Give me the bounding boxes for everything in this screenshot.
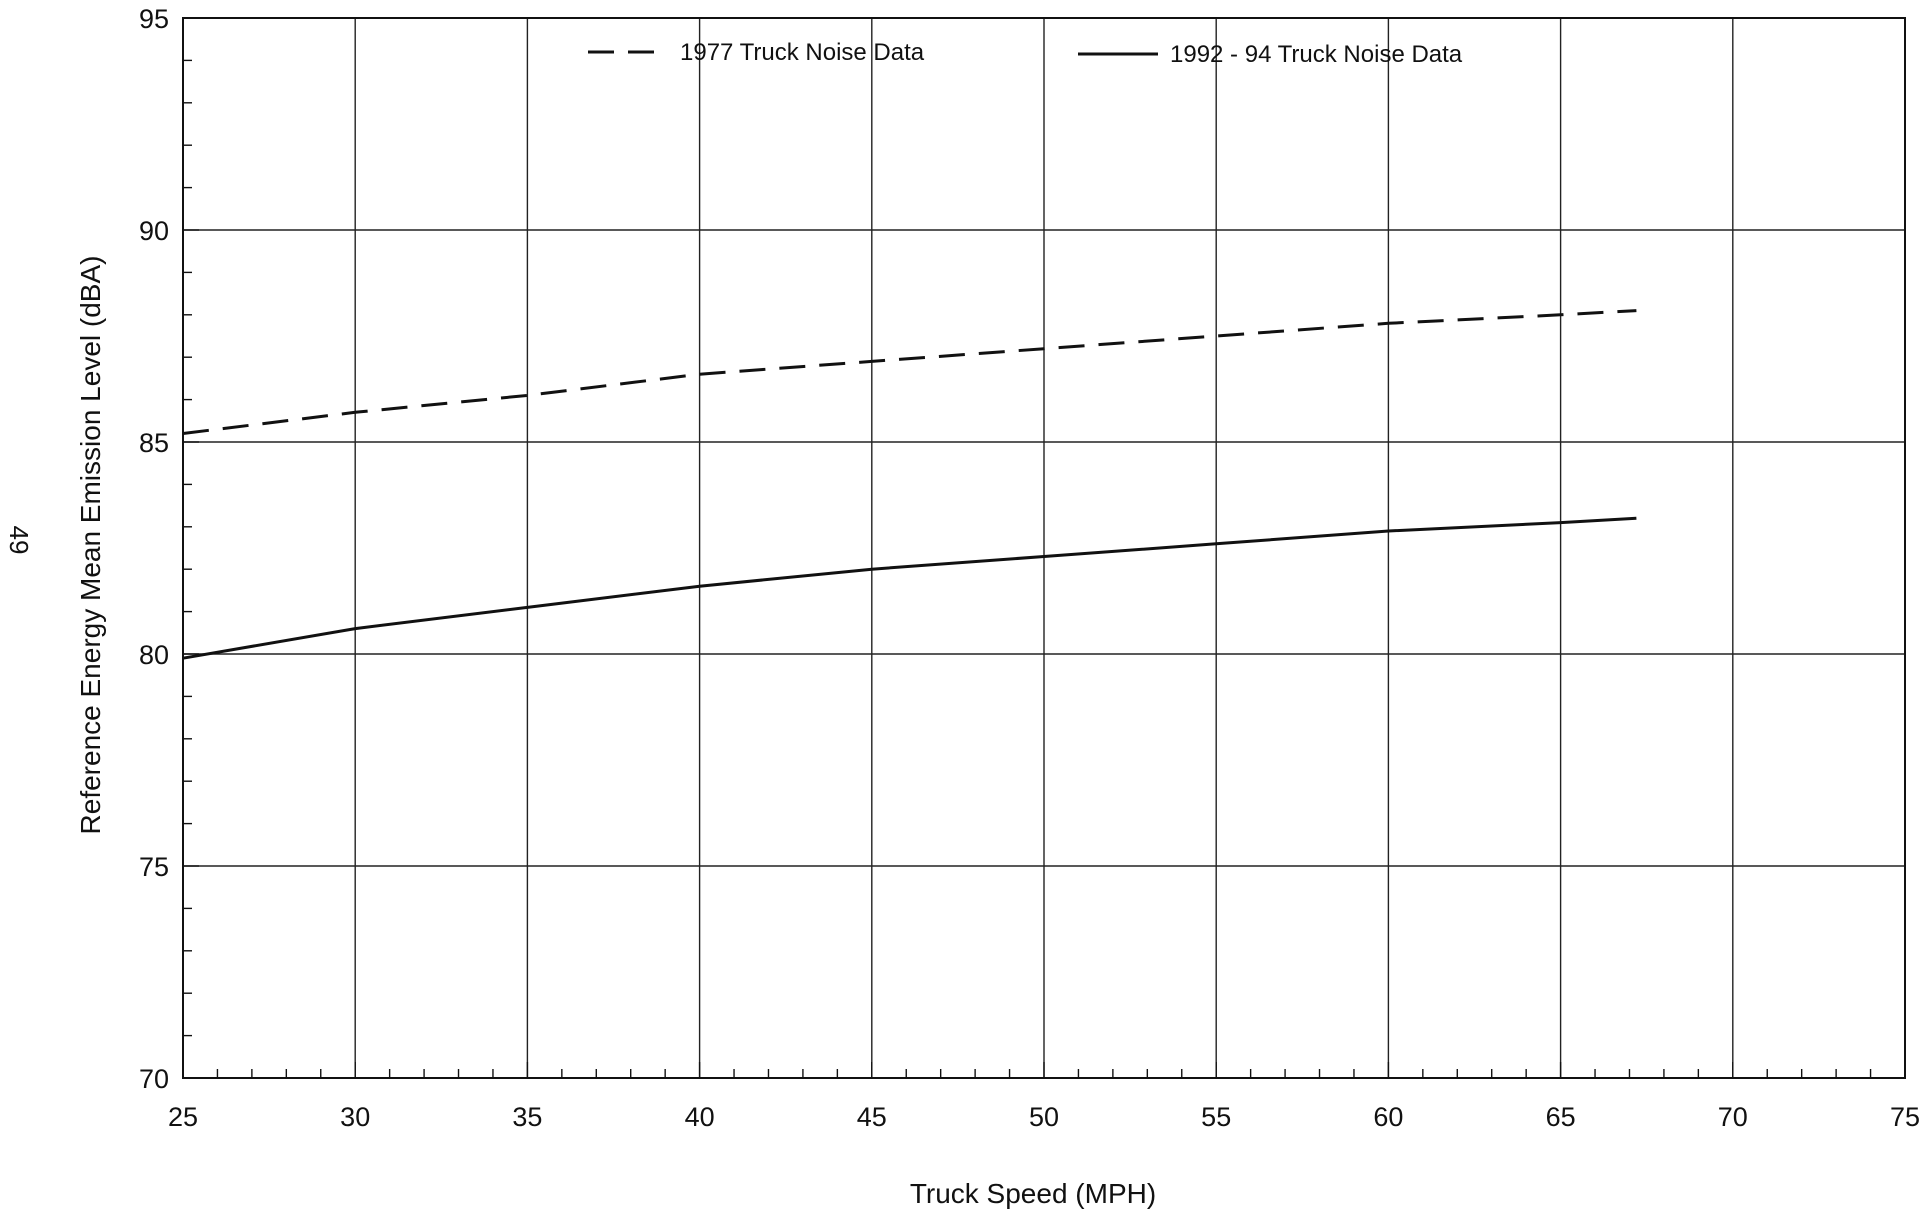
legend-label-2: 1992 - 94 Truck Noise Data	[1170, 41, 1463, 68]
x-tick-label: 55	[1201, 1102, 1231, 1132]
x-tick-label: 75	[1890, 1102, 1920, 1132]
x-tick-label: 65	[1546, 1102, 1576, 1132]
x-tick-label: 60	[1373, 1102, 1403, 1132]
plot-frame	[182, 17, 1906, 1079]
legend-label-1: 1977 Truck Noise Data	[680, 39, 925, 66]
y-tick-label: 70	[139, 1064, 169, 1094]
page-number: 49	[4, 526, 34, 555]
y-tick-label: 75	[139, 852, 169, 882]
x-tick-label: 50	[1029, 1102, 1059, 1132]
x-tick-label: 25	[168, 1102, 198, 1132]
x-tick-label: 35	[512, 1102, 542, 1132]
x-tick-label: 30	[340, 1102, 370, 1132]
tick-labels: 25 30 35 40 45 50 55 60 65 70 75 70 75 80 85 90 95	[139, 4, 1920, 1132]
y-tick-label: 85	[139, 428, 169, 458]
series-layer	[182, 309, 1637, 660]
y-tick-label: 80	[139, 640, 169, 670]
y-axis-title: Reference Energy Mean Emission Level (dB…	[75, 256, 106, 835]
legend: 1977 Truck Noise Data 1992 - 94 Truck Noi…	[588, 39, 1463, 68]
series-line-2	[182, 516, 1637, 660]
grid-layer	[182, 17, 1906, 1079]
y-tick-label: 90	[139, 216, 169, 246]
series-line-1	[182, 309, 1637, 435]
x-tick-label: 70	[1718, 1102, 1748, 1132]
x-tick-label: 40	[685, 1102, 715, 1132]
y-tick-label: 95	[139, 4, 169, 34]
x-axis-title: Truck Speed (MPH)	[910, 1178, 1156, 1209]
x-tick-label: 45	[857, 1102, 887, 1132]
